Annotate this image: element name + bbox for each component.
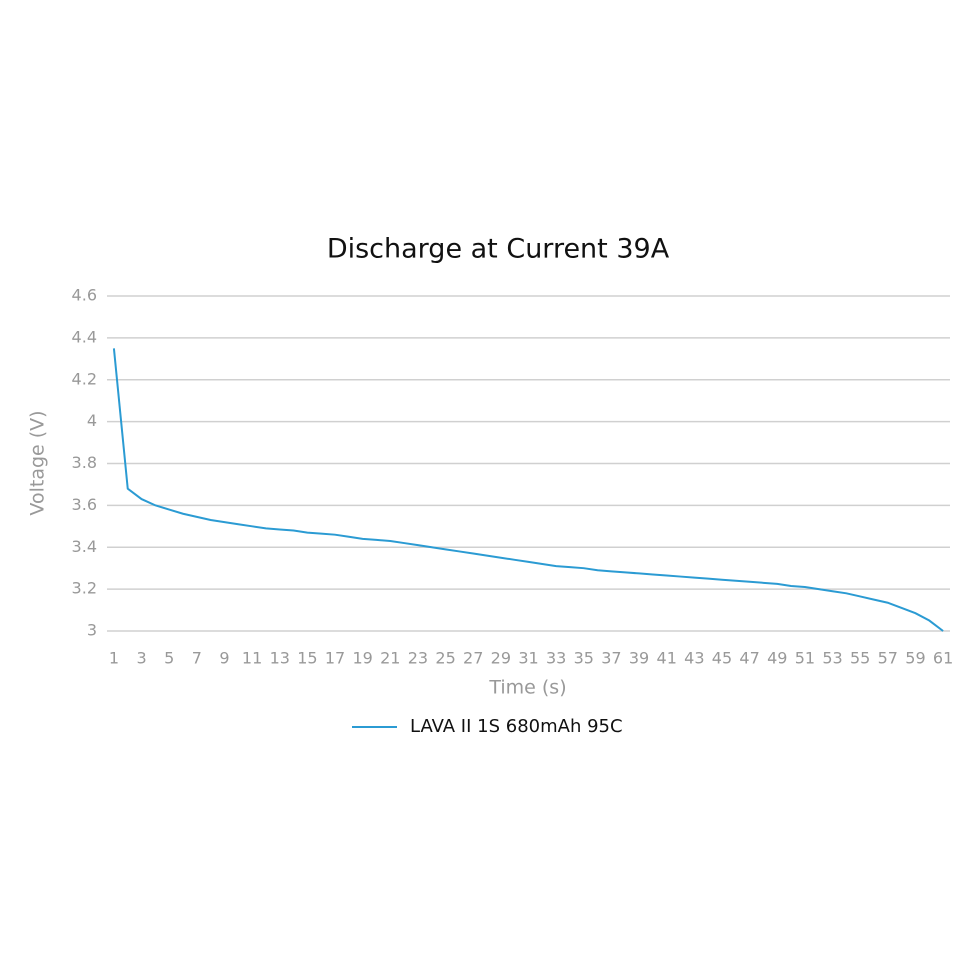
y-tick-label: 3.2 [72,579,97,598]
x-tick-label: 43 [684,649,704,668]
x-tick-label: 23 [408,649,428,668]
x-tick-label: 39 [629,649,649,668]
y-tick-label: 3.8 [72,453,97,472]
y-tick-label: 3.6 [72,495,97,514]
x-tick-label: 3 [136,649,146,668]
x-tick-label: 21 [380,649,400,668]
x-tick-label: 25 [435,649,455,668]
y-tick-label: 3.4 [72,537,97,556]
x-tick-label: 7 [192,649,202,668]
y-tick-label: 4.2 [72,369,97,388]
x-tick-label: 31 [518,649,538,668]
x-tick-label: 47 [739,649,759,668]
x-axis-title: Time (s) [488,677,566,699]
x-tick-label: 5 [164,649,174,668]
y-tick-label: 4 [87,411,97,430]
x-tick-label: 17 [325,649,345,668]
x-tick-label: 49 [767,649,787,668]
x-tick-label: 13 [270,649,290,668]
x-tick-label: 51 [795,649,815,668]
y-tick-label: 4.6 [72,286,97,305]
x-tick-label: 57 [878,649,898,668]
x-tick-label: 59 [905,649,925,668]
x-tick-label: 11 [242,649,262,668]
x-tick-label: 61 [933,649,953,668]
y-axis-title: Voltage (V) [27,410,49,515]
x-tick-label: 41 [657,649,677,668]
x-tick-label: 35 [574,649,594,668]
x-tick-label: 45 [712,649,732,668]
x-tick-label: 53 [822,649,842,668]
x-tick-label: 1 [109,649,119,668]
x-tick-label: 33 [546,649,566,668]
x-tick-label: 29 [491,649,511,668]
y-tick-label: 4.4 [72,327,97,346]
x-tick-label: 9 [219,649,229,668]
x-tick-label: 37 [601,649,621,668]
x-tick-label: 15 [297,649,317,668]
x-tick-label: 19 [352,649,372,668]
x-tick-label: 27 [463,649,483,668]
data-line [112,348,944,632]
chart-title: Discharge at Current 39A [327,234,670,265]
legend-label: LAVA II 1S 680mAh 95C [410,716,623,737]
y-tick-label: 3 [87,621,97,640]
x-tick-label: 55 [850,649,870,668]
